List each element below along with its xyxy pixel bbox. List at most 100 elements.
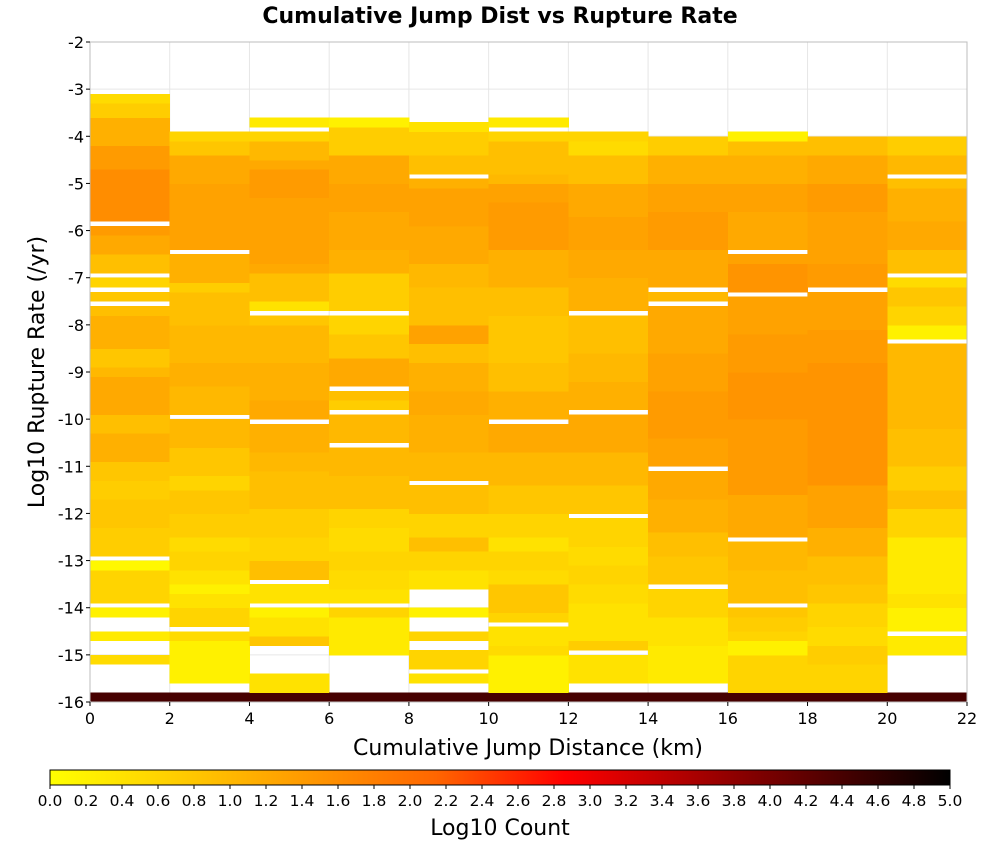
heatmap-cell (807, 174, 888, 184)
heatmap-cell (488, 372, 569, 382)
heatmap-cell (169, 273, 250, 283)
heatmap-cell (568, 334, 649, 345)
heatmap-cell (329, 480, 410, 491)
heatmap-cell (727, 315, 808, 326)
heatmap-cell (648, 183, 729, 194)
heatmap-cell (807, 584, 888, 594)
heatmap-cell (90, 339, 171, 349)
heatmap-cell (568, 574, 649, 585)
y-tick-label: -14 (58, 599, 84, 618)
heatmap-cell (90, 376, 171, 387)
heatmap-cell (648, 291, 729, 302)
heatmap-cell (90, 546, 171, 557)
heatmap-cell (648, 211, 729, 222)
heatmap-cell (329, 192, 410, 203)
heatmap-cell (408, 277, 490, 288)
heatmap-cell (727, 400, 808, 411)
heatmap-cell (408, 423, 490, 434)
heatmap-cell (807, 381, 888, 392)
colorbar-label: Log10 Count (430, 816, 570, 841)
heatmap-cell (408, 362, 490, 373)
heatmap-cell (648, 155, 729, 165)
heatmap-cell (807, 320, 888, 330)
colorbar-tick-label: 2.8 (542, 792, 567, 810)
heatmap-cell (488, 296, 569, 307)
heatmap-cell (727, 273, 808, 283)
heatmap-cell (887, 202, 968, 213)
heatmap-cell (807, 277, 888, 288)
heatmap-cell (887, 230, 968, 241)
heatmap-cell (887, 447, 968, 458)
heatmap-cell (568, 565, 649, 576)
heatmap-cell (887, 456, 968, 467)
heatmap-cell (249, 499, 330, 510)
heatmap-cell (568, 324, 649, 335)
heatmap-cell (408, 461, 490, 472)
heatmap-cell (169, 419, 250, 429)
heatmap-cell (408, 207, 490, 217)
heatmap-cell (90, 320, 171, 330)
heatmap-cell (90, 357, 171, 368)
heatmap-cell (568, 640, 649, 651)
heatmap-cell (329, 174, 410, 184)
heatmap-cell (807, 645, 888, 656)
colorbar-tick-label: 0.0 (38, 792, 63, 810)
heatmap-cell (807, 466, 888, 477)
heatmap-cell (727, 211, 808, 222)
heatmap-cell (648, 447, 729, 458)
heatmap-cell (249, 301, 330, 312)
heatmap-cell (249, 263, 330, 274)
heatmap-cell (249, 673, 330, 684)
heatmap-cell (648, 362, 729, 373)
heatmap-cell (90, 244, 171, 255)
heatmap-cell (727, 263, 808, 274)
heatmap-cell (90, 631, 171, 642)
heatmap-cell (408, 485, 490, 495)
heatmap-cell (727, 221, 808, 231)
heatmap-cell (249, 188, 330, 198)
heatmap-cell (488, 664, 569, 675)
heatmap-cell (488, 155, 569, 165)
y-tick-label: -15 (58, 646, 84, 665)
heatmap-cell (408, 405, 490, 415)
heatmap-cell (408, 296, 490, 307)
heatmap-cell (648, 456, 729, 467)
heatmap-cell (169, 447, 250, 458)
heatmap-cell (488, 423, 569, 434)
heatmap-cell (329, 136, 410, 147)
heatmap-cell (169, 183, 250, 194)
heatmap-cell (408, 178, 490, 189)
heatmap-cell (488, 485, 569, 495)
heatmap-cell (249, 334, 330, 345)
heatmap-cell (568, 258, 649, 269)
heatmap-cell (488, 240, 569, 250)
heatmap-cell (568, 612, 649, 623)
heatmap-cell (648, 555, 729, 566)
heatmap-cell (329, 254, 410, 264)
colorbar-tick-label: 3.0 (578, 792, 603, 810)
heatmap-cell (648, 537, 729, 547)
heatmap-cell (329, 423, 410, 434)
heatmap-cell (169, 386, 250, 396)
x-tick-label: 2 (165, 709, 175, 728)
heatmap-cell (249, 150, 330, 161)
heatmap-cell (249, 197, 330, 208)
heatmap-cell (408, 414, 490, 425)
heatmap-cell (887, 390, 968, 401)
heatmap-cell (408, 324, 490, 335)
heatmap-cell (887, 277, 968, 288)
heatmap-cell (648, 372, 729, 382)
heatmap-cell (249, 244, 330, 255)
heatmap-cell (408, 197, 490, 208)
heatmap-cell (568, 197, 649, 208)
heatmap-cell (488, 494, 569, 505)
colorbar-tick-label: 2.0 (398, 792, 423, 810)
heatmap-cell (568, 207, 649, 217)
heatmap-cell (727, 541, 808, 552)
heatmap-cell (169, 367, 250, 378)
heatmap-cell (727, 183, 808, 194)
heatmap-cell (887, 555, 968, 566)
heatmap-cell (488, 131, 569, 142)
heatmap-cell (488, 343, 569, 354)
heatmap-cell (90, 414, 171, 425)
